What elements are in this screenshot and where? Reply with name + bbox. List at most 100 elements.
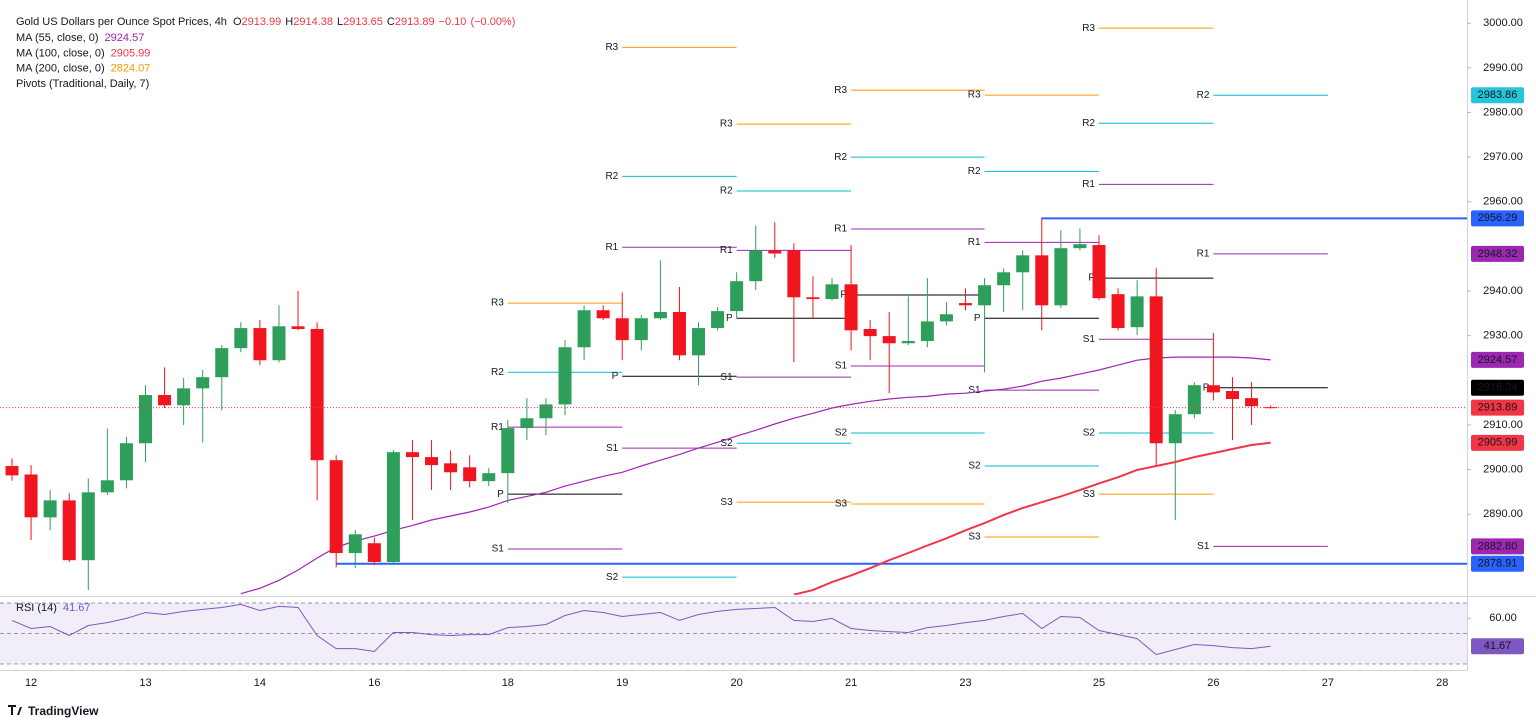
legend-value: 2905.99: [111, 47, 151, 59]
quote-value: 2913.89: [395, 16, 435, 28]
brand: TradingView: [28, 704, 99, 718]
price-badge: [1471, 210, 1524, 227]
pivot-label: S1: [606, 443, 619, 454]
price-badge: [1471, 638, 1524, 655]
pivot-label: R1: [720, 245, 733, 256]
candle-body: [959, 303, 972, 306]
quote-value: 2913.65: [343, 16, 383, 28]
candle-body: [520, 418, 534, 429]
pivot-label: R3: [834, 85, 847, 96]
y-tick-label: 2980.00: [1483, 106, 1523, 118]
candle-body: [5, 466, 19, 476]
price-badge: [1471, 434, 1524, 451]
candle-body: [997, 272, 1011, 286]
pivot-label: S2: [1083, 428, 1096, 439]
candle-body: [43, 500, 57, 518]
x-tick-label: 20: [731, 677, 743, 689]
pivot-label: R2: [605, 171, 618, 182]
price-badge: [1471, 538, 1524, 555]
legend-name: RSI (14): [16, 602, 57, 614]
price-badge-label: 2983.86: [1478, 89, 1518, 101]
pivot-label: R1: [605, 242, 618, 253]
candle-body: [1130, 296, 1144, 328]
x-tick-label: 26: [1207, 677, 1219, 689]
candle-body: [634, 318, 648, 341]
pivot-label: R3: [605, 42, 618, 53]
pivot-label: S2: [606, 572, 619, 583]
candle-body: [1187, 385, 1201, 415]
pivot-label: R1: [968, 237, 981, 248]
price-badge-label: 2924.57: [1478, 354, 1518, 366]
quote-value: 2914.38: [293, 16, 333, 28]
price-badge-label: 2905.99: [1478, 437, 1518, 449]
candle-body: [787, 250, 801, 298]
price-badge-label: 2882.80: [1478, 540, 1518, 552]
price-badge: [1471, 245, 1524, 262]
overlay-layer: 2890.00 2900.00 2910.00 2930.00 2940.00 2960.…: [16, 16, 1524, 689]
pivot-label: R3: [1082, 23, 1095, 34]
chart-header: Gold US Dollars per Ounce Spot Prices, 4…: [16, 16, 515, 28]
candle-body: [1168, 414, 1182, 444]
candle-body: [730, 281, 744, 312]
pivot-label: S1: [835, 361, 848, 372]
logo-mark: [8, 705, 22, 715]
candle-body: [253, 328, 267, 361]
candle-body: [577, 310, 591, 348]
candle-body: [863, 328, 877, 337]
pivot-label: S3: [835, 499, 848, 510]
chart-title: Gold US Dollars per Ounce Spot Prices, 4…: [16, 16, 227, 28]
y-tick-label: 3000.00: [1483, 17, 1523, 29]
legend-name: MA (55, close, 0): [16, 32, 99, 44]
pivot-label: R1: [491, 422, 504, 433]
moving-average: [793, 441, 1271, 595]
change-pct: (−0.00%): [470, 16, 515, 28]
legend-entry: MA (200, close, 0) 2824.07: [16, 63, 150, 75]
candle-body: [1111, 294, 1125, 329]
candle-body: [24, 474, 38, 518]
pivot-label: S1: [968, 385, 981, 396]
candle-body: [234, 328, 248, 349]
x-tick-label: 18: [502, 677, 514, 689]
price-badge: [1471, 399, 1524, 416]
price-badge: [1471, 87, 1524, 104]
main-pane: R3 R2 R1 P S1 R3 R2 R1 P S1 S2 R3 R2 R1 P S1 S2 S3 R3 R2 R1 P…: [0, 23, 1467, 595]
quote-value: 2913.99: [242, 16, 282, 28]
y-tick-label: 2960.00: [1483, 196, 1523, 208]
candle-body: [711, 311, 725, 329]
price-badge: [1471, 379, 1524, 396]
candle-body: [81, 492, 95, 561]
candle-body: [138, 395, 152, 444]
legend-name: MA (200, close, 0): [16, 63, 105, 75]
pivot-label: S1: [492, 544, 505, 555]
pivot-label: P: [1088, 273, 1095, 284]
candle-body: [1264, 407, 1278, 409]
candle-body: [177, 388, 191, 406]
candle-body: [1035, 255, 1049, 306]
candle-body: [348, 534, 362, 554]
legend-value: 41.67: [63, 602, 91, 614]
candle-body: [596, 310, 610, 319]
quote-name: L: [337, 16, 343, 28]
pivot-label: R2: [491, 367, 504, 378]
pivot-label: R2: [720, 186, 733, 197]
x-tick-label: 27: [1322, 677, 1334, 689]
candle-body: [672, 312, 686, 356]
pivot-label: R2: [1197, 90, 1210, 101]
quote-name: O: [233, 16, 242, 28]
candle-body: [825, 284, 839, 300]
legend-entry: MA (55, close, 0) 2924.57: [16, 32, 144, 44]
candle-body: [882, 336, 896, 344]
candle-body: [291, 326, 305, 329]
candle-body: [653, 312, 667, 319]
y-tick-label: 2910.00: [1483, 419, 1523, 431]
candle-body: [615, 318, 629, 341]
candle-body: [1149, 296, 1163, 444]
legend-value: 2924.57: [105, 32, 145, 44]
candle-body: [558, 347, 572, 405]
legend-entry: Pivots (Traditional, Daily, 7): [16, 78, 149, 90]
pivot-label: R3: [968, 90, 981, 101]
candle-body: [1054, 248, 1068, 306]
candle-body: [939, 314, 953, 322]
legend-entry: MA (100, close, 0) 2905.99: [16, 47, 150, 59]
